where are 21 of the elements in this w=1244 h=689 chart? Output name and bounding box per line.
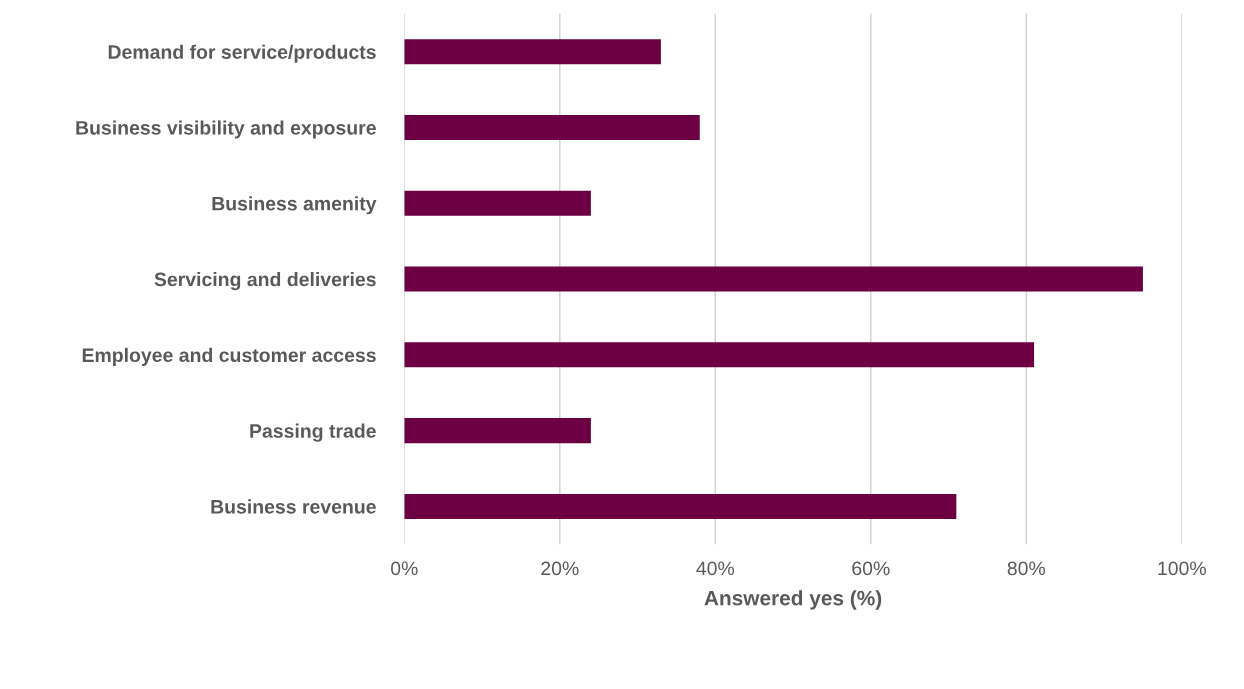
x-tick-label: 60%: [852, 561, 890, 576]
y-tick-label: Business revenue: [211, 499, 376, 514]
y-tick-label: Demand for service/products: [108, 44, 376, 63]
bar: [404, 493, 957, 519]
bar: [404, 190, 591, 216]
x-tick-label: 40%: [696, 561, 735, 576]
x-tick-label: 0%: [391, 561, 418, 576]
bar: [404, 342, 1035, 368]
bar: [404, 114, 700, 140]
x-tick-label: 80%: [1007, 561, 1046, 576]
y-tick-label: Business amenity: [212, 196, 377, 215]
bar: [404, 39, 661, 65]
y-tick-label: Business visibility and exposure: [76, 120, 376, 139]
x-tick-label: 100%: [1158, 561, 1206, 576]
y-tick-label: Servicing and deliveries: [154, 272, 376, 291]
x-axis-title: Answered yes (%): [704, 590, 882, 610]
y-tick-label: Passing trade: [250, 423, 376, 442]
x-tick-label: 20%: [541, 561, 579, 576]
bar: [404, 266, 1143, 292]
bar: [404, 418, 591, 444]
y-tick-label: Employee and customer access: [82, 347, 376, 366]
